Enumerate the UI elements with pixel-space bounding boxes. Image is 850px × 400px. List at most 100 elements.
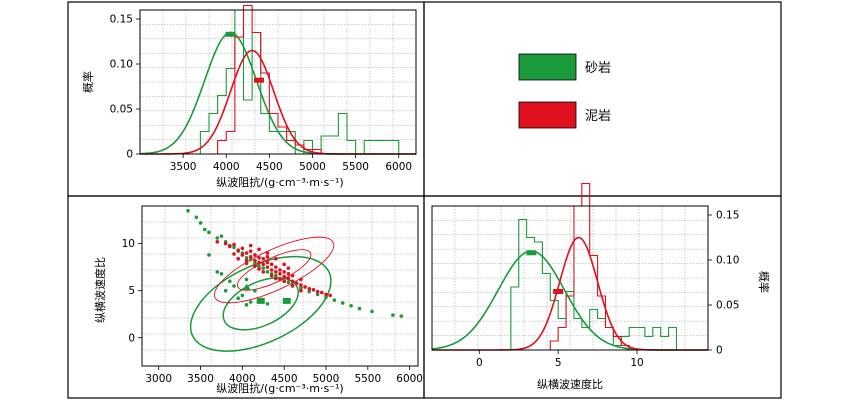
mudstone-point: [294, 281, 299, 285]
mudstone-point: [244, 251, 249, 255]
mudstone-point: [315, 289, 320, 294]
x-tick-label: 10: [630, 357, 643, 369]
mudstone-point: [299, 283, 303, 287]
mudstone-point: [215, 239, 220, 244]
sandstone-point: [248, 300, 253, 304]
mudstone-point: [261, 270, 266, 274]
sandstone-point: [232, 245, 236, 250]
mudstone-point: [248, 255, 253, 259]
mudstone-point: [248, 243, 253, 248]
x-tick-label: 5000: [299, 161, 326, 173]
mudstone-point: [265, 255, 270, 259]
y-tick-label: 0.10: [110, 59, 133, 71]
mudstone-fit-curve: [140, 49, 416, 155]
x-tick-label: 0: [476, 357, 483, 369]
sandstone-point: [324, 295, 328, 300]
y-tick-label: 5: [128, 285, 135, 297]
sandstone-point: [219, 234, 224, 238]
mudstone-point: [253, 258, 257, 263]
mudstone-point: [278, 271, 282, 276]
y-tick-label: 0.15: [716, 210, 739, 222]
panel-top-right: [423, 1, 782, 197]
sandstone-confidence-ellipse: [222, 277, 300, 331]
sandstone-point: [253, 261, 257, 266]
sandstone-point: [215, 270, 220, 274]
mudstone-point: [232, 242, 236, 247]
legend-label-mudstone: 泥岩: [585, 109, 611, 124]
sandstone-point: [274, 273, 278, 278]
x-tick-label: 4500: [271, 373, 298, 385]
mudstone-point: [274, 270, 278, 274]
crossplot-scatter: 3000 3500 4000 4500 5000 5500 6000 0 5 10 纵波阻抗/(g…: [93, 205, 423, 395]
sandstone-point: [399, 314, 404, 318]
y-tick-label: 0.10: [716, 255, 739, 267]
mudstone-point: [265, 265, 270, 269]
sandstone-point: [244, 277, 249, 282]
sandstone-fit-curve: [139, 31, 416, 155]
mudstone-point: [257, 255, 261, 260]
mudstone-point: [286, 276, 291, 281]
mudstone-point: [257, 267, 261, 271]
mudstone-point: [228, 244, 232, 249]
x-tick-label: 3500: [187, 373, 214, 385]
sandstone-confidence-ellipse: [189, 255, 332, 352]
mudstone-point: [328, 293, 332, 298]
mudstone-point: [257, 247, 261, 252]
sandstone-point: [286, 280, 291, 285]
sandstone-histogram-steps: [510, 218, 678, 350]
mudstone-point: [253, 264, 257, 269]
mudstone-point: [269, 273, 274, 278]
sandstone-point: [232, 284, 236, 288]
mudstone-point: [282, 270, 286, 274]
mudstone-point: [299, 277, 303, 282]
mudstone-point: [307, 287, 312, 291]
sandstone-point: [357, 306, 362, 311]
vpvs-histogram-ylabel: 概率: [757, 271, 771, 293]
sandstone-point: [207, 253, 211, 257]
sandstone-point: [391, 313, 395, 317]
mudstone-point: [244, 261, 249, 266]
mudstone-point: [265, 251, 270, 255]
mudstone-point: [240, 253, 245, 257]
mudstone-point: [311, 287, 316, 292]
mudstone-point: [253, 253, 257, 257]
sandstone-point: [299, 286, 303, 290]
legend-label-sandstone: 砂岩: [585, 61, 611, 76]
mudstone-point: [257, 260, 261, 265]
mudstone-point: [290, 284, 295, 288]
sandstone-point: [198, 221, 203, 225]
x-tick-label: 5500: [342, 161, 369, 173]
mudstone-point: [324, 292, 328, 297]
mudstone-point: [303, 285, 307, 289]
sandstone-point: [253, 288, 257, 293]
x-tick-label: 3000: [145, 373, 172, 385]
impedance-histogram-ylabel: 概率: [81, 71, 95, 93]
mudstone-point: [286, 266, 291, 270]
sandstone-point: [257, 264, 261, 269]
crossplot-grid: [142, 206, 418, 366]
mudstone-point: [290, 273, 295, 278]
mudstone-point: [286, 271, 291, 276]
mudstone-point: [320, 290, 324, 295]
mudstone-point: [282, 262, 286, 267]
sandstone-mean-marker: [526, 250, 537, 256]
mudstone-point: [223, 241, 228, 246]
x-tick-label: 3500: [170, 161, 197, 173]
x-tick-label: 4000: [229, 373, 256, 385]
crossplot-marks: [186, 208, 404, 352]
x-tick-label: 4000: [213, 161, 240, 173]
legend: 砂岩 泥岩: [518, 53, 611, 129]
x-tick-label: 6000: [385, 161, 412, 173]
mudstone-point: [282, 274, 286, 279]
impedance-histogram: 3500 4000 4500 5000 5500 6000 0 0.05 0.10 0.15 纵波…: [81, 4, 417, 189]
mudstone-point: [290, 279, 295, 284]
mudstone-point: [274, 256, 278, 261]
sandstone-point: [244, 303, 249, 307]
mudstone-point: [299, 288, 303, 293]
sandstone-point: [219, 271, 224, 276]
sandstone-mean-marker: [225, 31, 236, 37]
mudstone-point: [236, 256, 240, 261]
mudstone-point: [240, 246, 245, 251]
mudstone-point: [278, 268, 282, 272]
x-tick-label: 5500: [354, 373, 381, 385]
